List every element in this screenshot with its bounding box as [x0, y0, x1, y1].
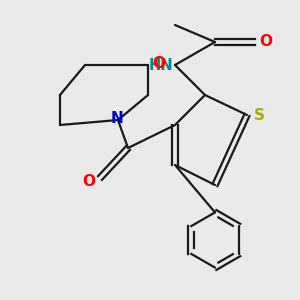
- Text: O: O: [82, 173, 95, 188]
- Text: N: N: [110, 111, 123, 126]
- Text: HN: HN: [149, 58, 173, 73]
- Text: O: O: [152, 56, 166, 71]
- Text: S: S: [254, 107, 265, 122]
- Text: O: O: [260, 34, 272, 50]
